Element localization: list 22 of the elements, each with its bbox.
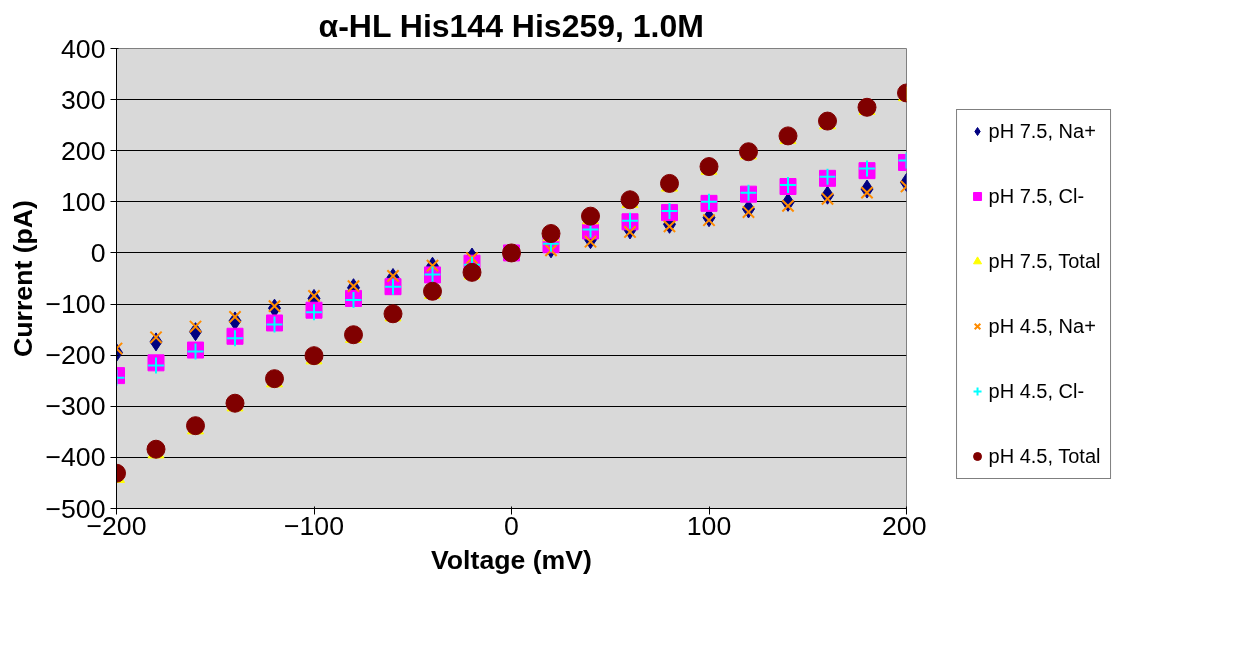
x-tick-label: −100 [283,510,345,541]
y-axis-title: Current (pA) [7,200,38,357]
legend-label: pH 4.5, Cl- [988,379,1085,403]
y-tick-label: 0 [90,237,106,268]
y-tick-label: 300 [61,84,106,115]
y-tick-label: 400 [61,33,106,64]
legend-label: pH 7.5, Na+ [988,119,1096,143]
legend-label: pH 4.5, Total [988,444,1101,468]
legend-label: pH 7.5, Total [988,249,1101,273]
y-tick-label: −400 [45,442,106,473]
y-tick-label: −200 [45,340,106,371]
y-tick-label: 200 [61,135,106,166]
x-tick-label: 100 [686,510,732,541]
x-tick-label: 200 [882,510,927,541]
legend-label: pH 7.5, Cl- [988,184,1085,208]
x-axis-title: Voltage (mV) [431,544,592,575]
y-tick-label: −100 [45,289,106,320]
y-tick-label: 100 [61,186,106,217]
x-tick-label: 0 [504,510,519,541]
y-tick-label: −300 [45,391,106,422]
chart-title: α-HL His144 His259, 1.0M [318,7,704,44]
legend-label: pH 4.5, Na+ [988,314,1096,338]
